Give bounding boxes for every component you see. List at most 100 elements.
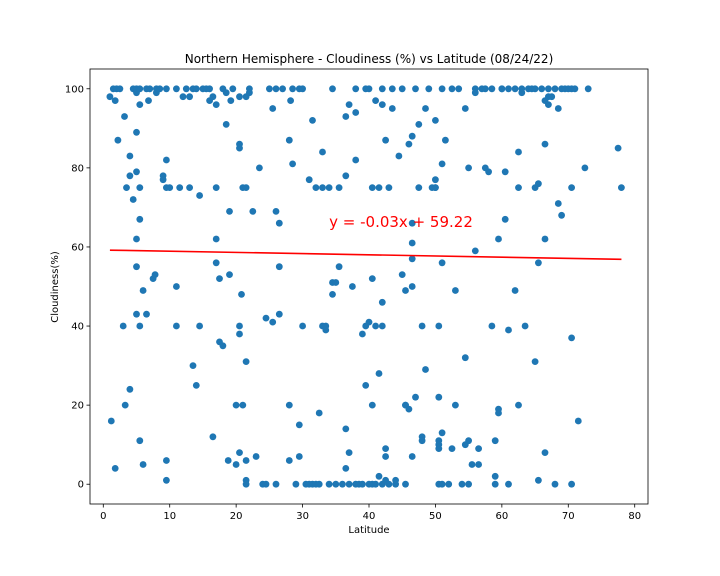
data-point — [136, 101, 144, 108]
data-point — [133, 235, 140, 243]
data-point — [521, 322, 529, 330]
data-point — [452, 401, 459, 409]
data-point — [398, 85, 406, 93]
data-point — [275, 219, 283, 227]
data-point — [408, 453, 416, 460]
data-point — [123, 184, 130, 192]
data-point — [438, 160, 446, 168]
data-point — [471, 89, 479, 97]
data-point — [222, 121, 230, 128]
data-point — [196, 192, 204, 199]
data-point — [405, 140, 413, 148]
data-point — [515, 401, 522, 409]
data-point — [173, 322, 180, 330]
data-point — [568, 184, 575, 192]
data-point — [518, 89, 526, 97]
data-point — [468, 461, 476, 468]
data-point — [156, 85, 164, 93]
data-point — [432, 184, 439, 192]
regression-layer — [109, 249, 622, 261]
data-point — [121, 401, 129, 409]
x-tick-label: 50 — [429, 511, 442, 522]
data-point — [412, 85, 419, 93]
data-point — [232, 461, 240, 468]
data-point — [163, 156, 170, 164]
regression-equation: y = -0.03x + 59.22 — [329, 213, 473, 231]
data-point — [269, 318, 277, 326]
y-tick-label: 40 — [71, 322, 84, 333]
data-point — [422, 105, 429, 112]
data-point — [581, 164, 589, 172]
data-point — [408, 283, 416, 290]
x-axis: 0 10 20 30 40 50 60 70 80 — [100, 504, 641, 522]
data-point — [212, 235, 220, 243]
x-tick-label: 40 — [363, 511, 376, 522]
data-point — [242, 480, 250, 488]
data-point — [266, 85, 273, 93]
x-tick-label: 0 — [100, 511, 106, 522]
data-point — [382, 136, 389, 144]
data-point — [471, 247, 479, 255]
data-point — [272, 85, 280, 93]
x-axis-label: Latitude — [348, 525, 389, 536]
data-point — [342, 113, 350, 120]
data-point — [173, 85, 180, 93]
data-point — [501, 215, 509, 223]
data-point — [262, 314, 270, 322]
data-point — [408, 132, 416, 140]
data-point — [481, 85, 489, 93]
data-point — [329, 291, 336, 298]
data-point — [163, 476, 170, 484]
data-point — [495, 235, 502, 243]
data-point — [139, 287, 147, 294]
data-point — [368, 401, 376, 409]
data-point — [289, 85, 296, 93]
data-point — [445, 480, 453, 488]
data-point — [196, 322, 204, 330]
data-point — [256, 164, 263, 172]
data-point — [186, 184, 194, 192]
data-point — [329, 85, 336, 93]
data-point — [418, 437, 426, 445]
data-point — [151, 271, 159, 278]
data-point — [232, 401, 240, 409]
data-point — [372, 97, 379, 104]
data-point — [279, 85, 286, 93]
y-tick-label: 80 — [71, 163, 84, 174]
data-point — [107, 417, 115, 425]
data-point — [438, 85, 446, 93]
data-point — [222, 89, 230, 97]
data-point — [418, 322, 426, 330]
data-point — [136, 85, 144, 93]
data-point — [378, 298, 386, 306]
data-point — [568, 480, 575, 488]
data-point — [212, 184, 220, 192]
data-point — [224, 457, 232, 464]
data-point — [182, 85, 190, 93]
points-layer — [106, 85, 625, 488]
data-point — [412, 393, 419, 401]
data-point — [299, 85, 306, 93]
data-point — [272, 208, 280, 215]
data-point — [505, 85, 512, 93]
data-point — [179, 93, 187, 101]
data-point — [186, 93, 194, 101]
data-point — [145, 97, 152, 104]
data-point — [475, 461, 482, 468]
data-point — [126, 385, 134, 393]
data-point — [106, 93, 114, 101]
data-point — [415, 184, 423, 192]
data-point — [322, 326, 330, 334]
data-point — [173, 283, 180, 290]
data-point — [352, 85, 360, 93]
data-point — [541, 449, 549, 456]
data-point — [319, 184, 326, 192]
data-point — [538, 85, 546, 93]
data-point — [332, 279, 340, 286]
data-point — [275, 263, 283, 271]
data-point — [415, 121, 423, 128]
data-point — [236, 322, 243, 330]
data-point — [531, 85, 539, 93]
data-point — [342, 425, 350, 433]
data-point — [352, 109, 360, 116]
